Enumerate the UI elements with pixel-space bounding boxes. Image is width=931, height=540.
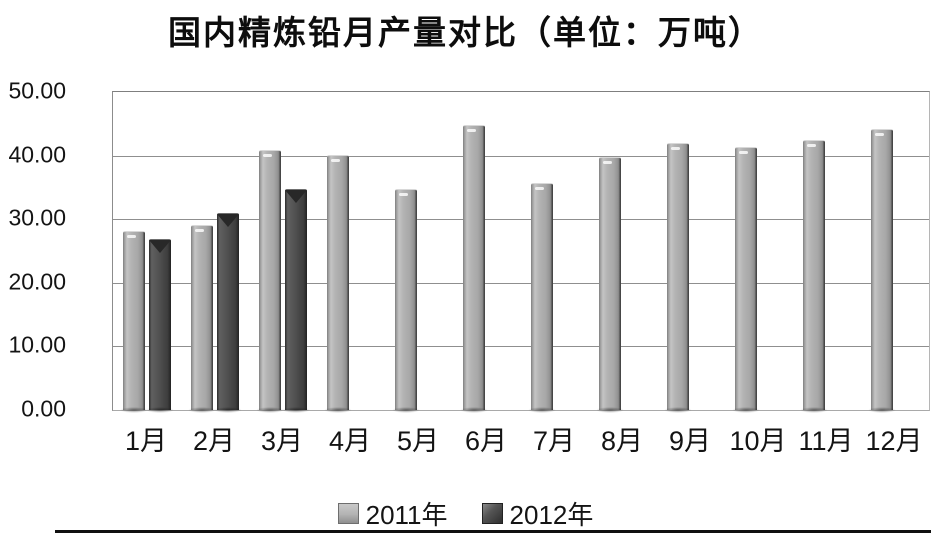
y-tick-label: 20.00 [0, 268, 88, 295]
x-tick-label-5月: 5月 [396, 426, 440, 456]
x-tick-label-4月: 4月 [328, 426, 372, 456]
x-tick-label-9月: 9月 [668, 426, 712, 456]
bar-2011年-5月 [392, 188, 420, 414]
legend-item-2011年: 2011年 [337, 495, 448, 532]
bar-group-11月 [793, 92, 861, 414]
x-tick-label-8月: 8月 [600, 426, 644, 456]
x-tick-label-6月: 6月 [464, 426, 508, 456]
bar-group-7月 [521, 92, 589, 414]
bar-2012年-2月 [214, 213, 242, 413]
y-tick-text: 50.00 [8, 77, 66, 104]
bar-2011年-2月 [188, 224, 216, 414]
bar-2011年-7月 [528, 182, 556, 414]
legend: 2011年 2012年 [0, 495, 931, 532]
x-tick-label-7月: 7月 [532, 426, 576, 456]
bar-group-9月 [657, 92, 725, 413]
bar-group-3月 [249, 92, 317, 414]
y-tick-text: 10.00 [8, 331, 66, 358]
x-tick-label-12月: 12月 [865, 426, 923, 456]
legend-label: 2011年 [365, 500, 448, 530]
bar-group-4月 [317, 92, 385, 414]
bar-group-2月 [181, 92, 249, 414]
y-tick-text: 30.00 [8, 204, 66, 231]
bar-group-8月 [589, 92, 657, 413]
bar-2012年-1月 [146, 238, 174, 414]
x-tick-label-3月: 3月 [260, 426, 304, 456]
bar-2011年-10月 [732, 146, 760, 414]
bar-group-1月 [113, 92, 181, 414]
legend-item-2012年: 2012年 [481, 495, 594, 532]
bar-group-6月 [453, 92, 521, 414]
y-tick-label: 10.00 [0, 332, 88, 359]
y-tick-text: 40.00 [8, 141, 66, 168]
legend-label: 2012年 [509, 500, 594, 530]
legend-swatch-icon [337, 503, 359, 524]
bar-2011年-8月 [596, 157, 624, 413]
bar-2012年-3月 [282, 188, 310, 414]
legend-swatch-icon [481, 503, 503, 524]
y-tick-label: 50.00 [0, 78, 88, 105]
gridline [113, 219, 929, 221]
x-tick-label-1月: 1月 [124, 426, 168, 456]
y-tick-text: 0.00 [21, 395, 66, 422]
bottom-border-line [55, 530, 931, 533]
bar-group-5月 [385, 92, 453, 414]
bar-group-10月 [725, 92, 793, 414]
plot-area [112, 91, 930, 414]
x-axis: 1月 2月 3月 4月 5月 6月 7月 8月 9月 10月 11月 12月 [112, 420, 928, 462]
bar-2011年-11月 [800, 139, 828, 414]
x-tick-label-2月: 2月 [192, 426, 236, 456]
x-tick-label-11月: 11月 [798, 426, 854, 456]
gridline [113, 346, 929, 348]
bar-2011年-9月 [664, 143, 692, 413]
y-tick-text: 20.00 [8, 268, 66, 295]
bar-group-12月 [861, 92, 929, 413]
y-tick-label: 0.00 [0, 396, 88, 423]
y-tick-label: 40.00 [0, 141, 88, 168]
bar-2011年-12月 [868, 129, 896, 413]
bar-groups [113, 92, 929, 414]
gridline [113, 155, 929, 157]
x-tick-label-10月: 10月 [729, 426, 787, 456]
y-tick-label: 30.00 [0, 205, 88, 232]
chart-title: 国内精炼铅月产量对比（单位：万吨） [168, 16, 763, 52]
gridline [113, 282, 929, 284]
bar-2011年-4月 [324, 154, 352, 414]
bar-2011年-6月 [460, 124, 488, 414]
bar-2011年-3月 [256, 149, 284, 414]
bar-2011年-1月 [120, 230, 148, 414]
